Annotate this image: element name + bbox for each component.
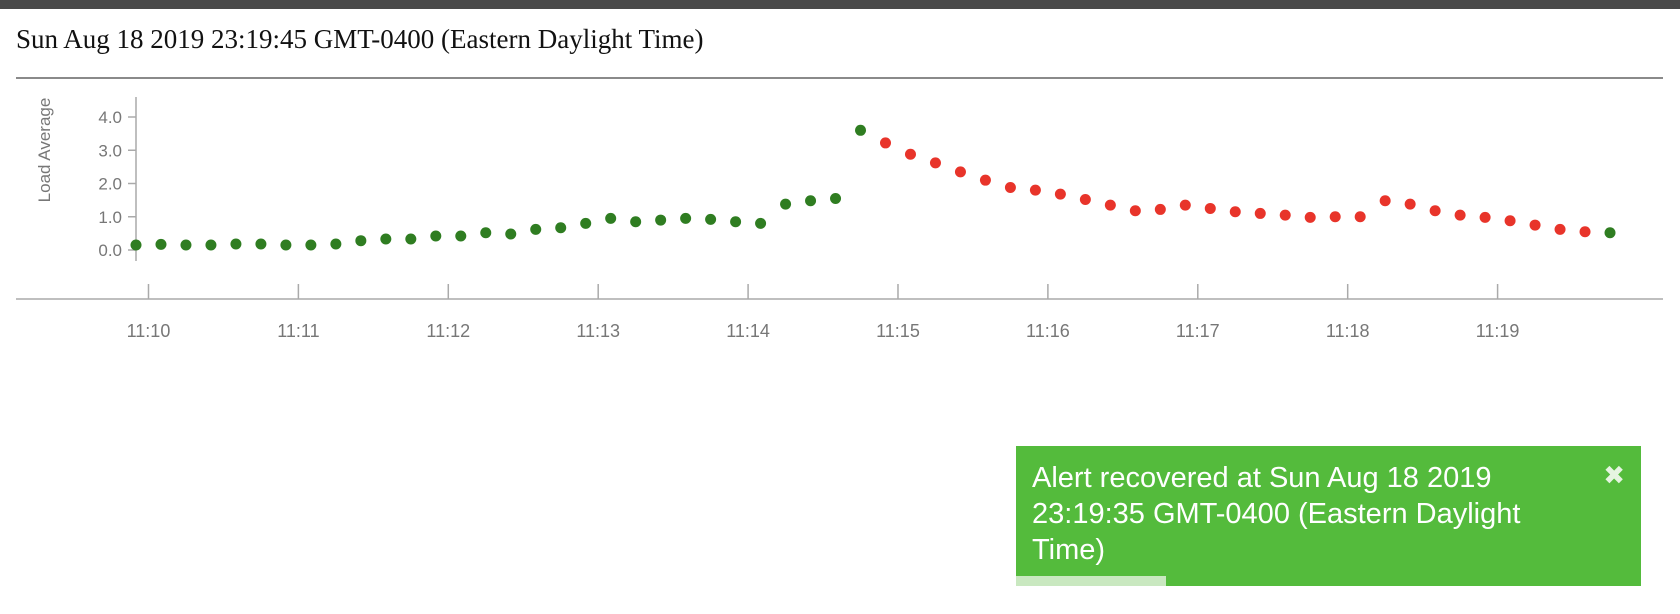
- data-point: [780, 198, 792, 210]
- data-point: [904, 148, 916, 160]
- data-point: [1329, 211, 1341, 223]
- x-tick-label: 11:12: [426, 321, 470, 341]
- data-point: [1404, 198, 1416, 210]
- data-point: [655, 214, 667, 226]
- data-point: [430, 230, 442, 242]
- data-point: [1129, 205, 1141, 217]
- data-point: [555, 222, 567, 234]
- data-point: [954, 166, 966, 178]
- data-point: [1304, 211, 1316, 223]
- page-timestamp: Sun Aug 18 2019 23:19:45 GMT-0400 (Easte…: [16, 24, 704, 54]
- data-point: [1104, 199, 1116, 211]
- data-point: [705, 213, 717, 225]
- y-tick-label: 1.0: [98, 208, 122, 227]
- y-ticks: 0.0 1.0 2.0 3.0 4.0: [98, 108, 136, 260]
- data-point: [1179, 199, 1191, 211]
- data-point: [130, 239, 142, 251]
- x-tick-label: 11:10: [127, 321, 171, 341]
- close-icon[interactable]: ✖: [1603, 460, 1625, 490]
- data-point: [1579, 226, 1591, 238]
- data-point: [1254, 207, 1266, 219]
- data-point: [805, 195, 817, 207]
- data-point: [380, 233, 392, 245]
- data-point: [205, 239, 217, 251]
- title-divider: [16, 77, 1663, 79]
- data-points: [130, 124, 1616, 251]
- y-tick-label: 2.0: [98, 175, 122, 194]
- data-point: [630, 216, 642, 228]
- data-point: [1054, 188, 1066, 200]
- data-point: [1429, 205, 1441, 217]
- data-point: [180, 239, 192, 251]
- data-point: [1354, 211, 1366, 223]
- x-tick-label: 11:16: [1026, 321, 1070, 341]
- data-point: [1079, 193, 1091, 205]
- data-point: [580, 217, 592, 229]
- x-ticks: 11:10 11:11 11:12 11:13 11:14 11:15 11:16 11:17…: [127, 284, 1520, 341]
- x-tick-label: 11:18: [1326, 321, 1370, 341]
- data-point: [830, 192, 842, 204]
- x-tick-label: 11:11: [277, 321, 319, 341]
- data-point: [405, 233, 417, 245]
- data-point: [1454, 209, 1466, 221]
- data-point: [855, 124, 867, 136]
- data-point: [755, 217, 767, 229]
- x-tick-label: 11:13: [576, 321, 620, 341]
- toast-progress-bar: [1016, 576, 1166, 586]
- data-point: [1204, 202, 1216, 214]
- data-point: [230, 238, 242, 250]
- data-point: [1504, 215, 1516, 227]
- data-point: [1229, 206, 1241, 218]
- data-point: [680, 212, 692, 224]
- data-point: [530, 223, 542, 235]
- data-point: [305, 239, 317, 251]
- top-bar: [0, 0, 1680, 9]
- y-tick-label: 3.0: [98, 141, 122, 160]
- x-tick-label: 11:15: [876, 321, 920, 341]
- data-point: [1529, 219, 1541, 231]
- data-point: [929, 157, 941, 169]
- data-point: [1379, 195, 1391, 207]
- data-point: [1154, 203, 1166, 215]
- data-point: [505, 228, 517, 240]
- data-point: [730, 216, 742, 228]
- data-point: [255, 238, 267, 250]
- data-point: [979, 174, 991, 186]
- y-tick-label: 4.0: [98, 108, 122, 127]
- toast-message: Alert recovered at Sun Aug 18 2019 23:19…: [1032, 462, 1521, 566]
- data-point: [1479, 211, 1491, 223]
- x-tick-label: 11:19: [1476, 321, 1520, 341]
- data-point: [330, 238, 342, 250]
- data-point: [1004, 181, 1016, 193]
- data-point: [1604, 227, 1616, 239]
- data-point: [355, 235, 367, 247]
- alert-toast[interactable]: Alert recovered at Sun Aug 18 2019 23:19…: [1016, 446, 1641, 586]
- data-point: [605, 212, 617, 224]
- data-point: [455, 230, 467, 242]
- data-point: [280, 239, 292, 251]
- data-point: [1029, 184, 1041, 196]
- y-tick-label: 0.0: [98, 241, 122, 260]
- data-point: [1279, 209, 1291, 221]
- y-axis-label: Load Average: [35, 98, 54, 203]
- x-tick-label: 11:17: [1176, 321, 1220, 341]
- data-point: [155, 238, 167, 250]
- data-point: [1554, 223, 1566, 235]
- data-point: [880, 137, 891, 149]
- x-tick-label: 11:14: [726, 321, 770, 341]
- data-point: [480, 227, 492, 239]
- load-average-chart: Load Average 0.01.02.03.04.0 11:10 11:11 1…: [16, 97, 1663, 341]
